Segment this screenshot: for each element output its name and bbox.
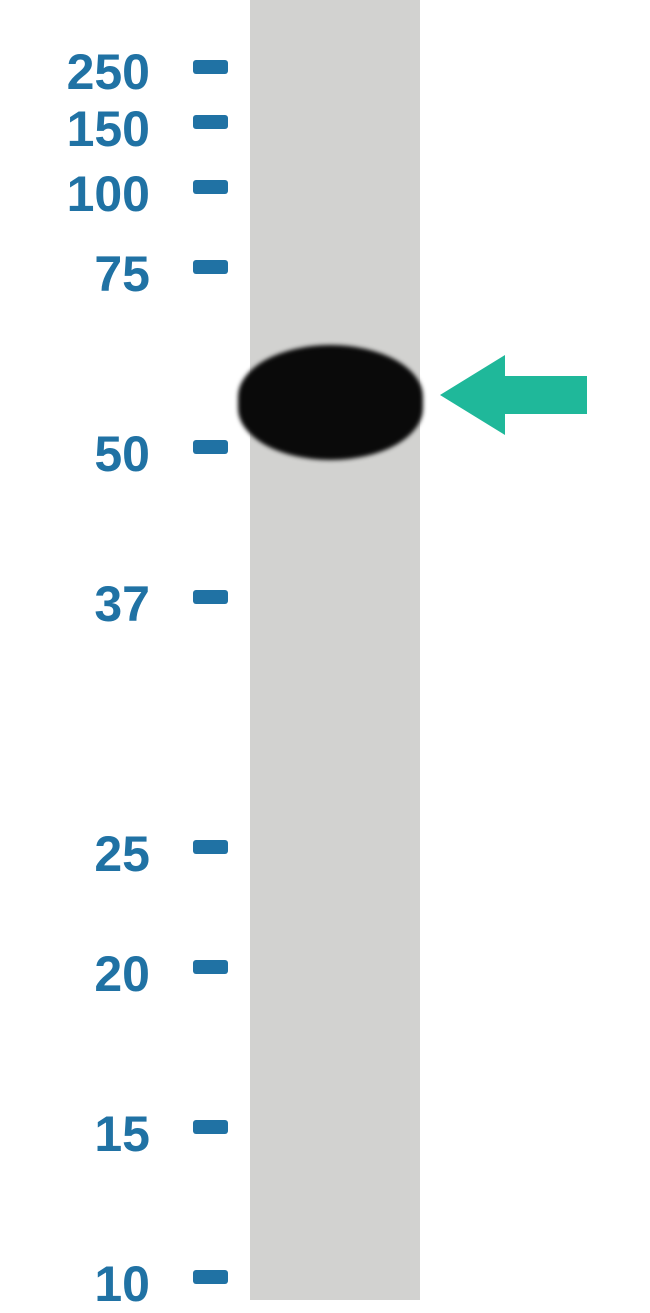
marker-label-75: 75 bbox=[0, 245, 150, 303]
marker-label-150: 150 bbox=[0, 100, 150, 158]
marker-label-20: 20 bbox=[0, 945, 150, 1003]
marker-tick bbox=[193, 1270, 228, 1284]
marker-tick bbox=[193, 840, 228, 854]
marker-tick bbox=[193, 115, 228, 129]
marker-label-37: 37 bbox=[0, 575, 150, 633]
western-blot-figure: 250 150 100 75 50 37 25 20 15 10 bbox=[0, 0, 650, 1300]
marker-label-25: 25 bbox=[0, 825, 150, 883]
marker-tick bbox=[193, 260, 228, 274]
marker-label-50: 50 bbox=[0, 425, 150, 483]
marker-tick bbox=[193, 1120, 228, 1134]
gel-lane bbox=[250, 0, 420, 1300]
arrow-head-icon bbox=[440, 355, 505, 435]
marker-tick bbox=[193, 590, 228, 604]
marker-label-10: 10 bbox=[0, 1255, 150, 1313]
marker-tick bbox=[193, 960, 228, 974]
protein-band bbox=[238, 345, 423, 460]
marker-label-100: 100 bbox=[0, 165, 150, 223]
marker-label-15: 15 bbox=[0, 1105, 150, 1163]
marker-tick bbox=[193, 60, 228, 74]
marker-label-250: 250 bbox=[0, 43, 150, 101]
arrow-shaft bbox=[502, 376, 587, 414]
marker-tick bbox=[193, 440, 228, 454]
marker-tick bbox=[193, 180, 228, 194]
